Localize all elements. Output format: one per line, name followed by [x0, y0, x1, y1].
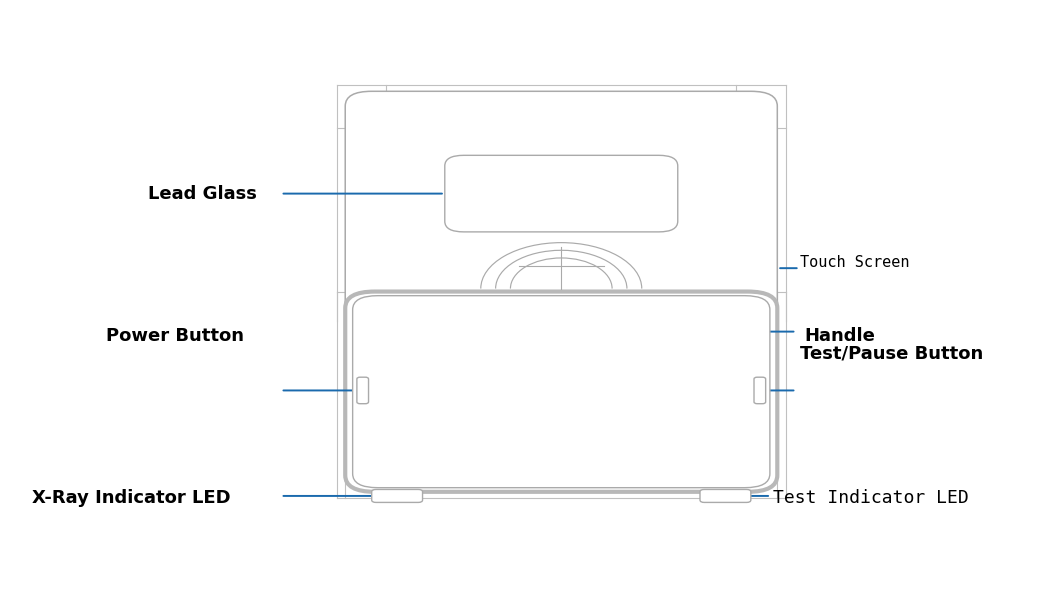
FancyBboxPatch shape	[357, 377, 369, 403]
FancyBboxPatch shape	[700, 489, 751, 502]
Text: Handle: Handle	[805, 327, 876, 345]
FancyBboxPatch shape	[372, 489, 423, 502]
Text: X-Ray Indicator LED: X-Ray Indicator LED	[32, 489, 231, 507]
Text: Test Indicator LED: Test Indicator LED	[773, 489, 969, 507]
Text: Touch Screen: Touch Screen	[800, 254, 909, 270]
FancyBboxPatch shape	[445, 155, 678, 232]
Text: Test/Pause Button: Test/Pause Button	[800, 345, 983, 362]
FancyBboxPatch shape	[345, 91, 777, 318]
Text: Lead Glass: Lead Glass	[148, 186, 257, 203]
Text: Power Button: Power Button	[106, 327, 244, 345]
FancyBboxPatch shape	[353, 296, 770, 488]
FancyBboxPatch shape	[754, 377, 766, 403]
FancyBboxPatch shape	[345, 292, 777, 492]
